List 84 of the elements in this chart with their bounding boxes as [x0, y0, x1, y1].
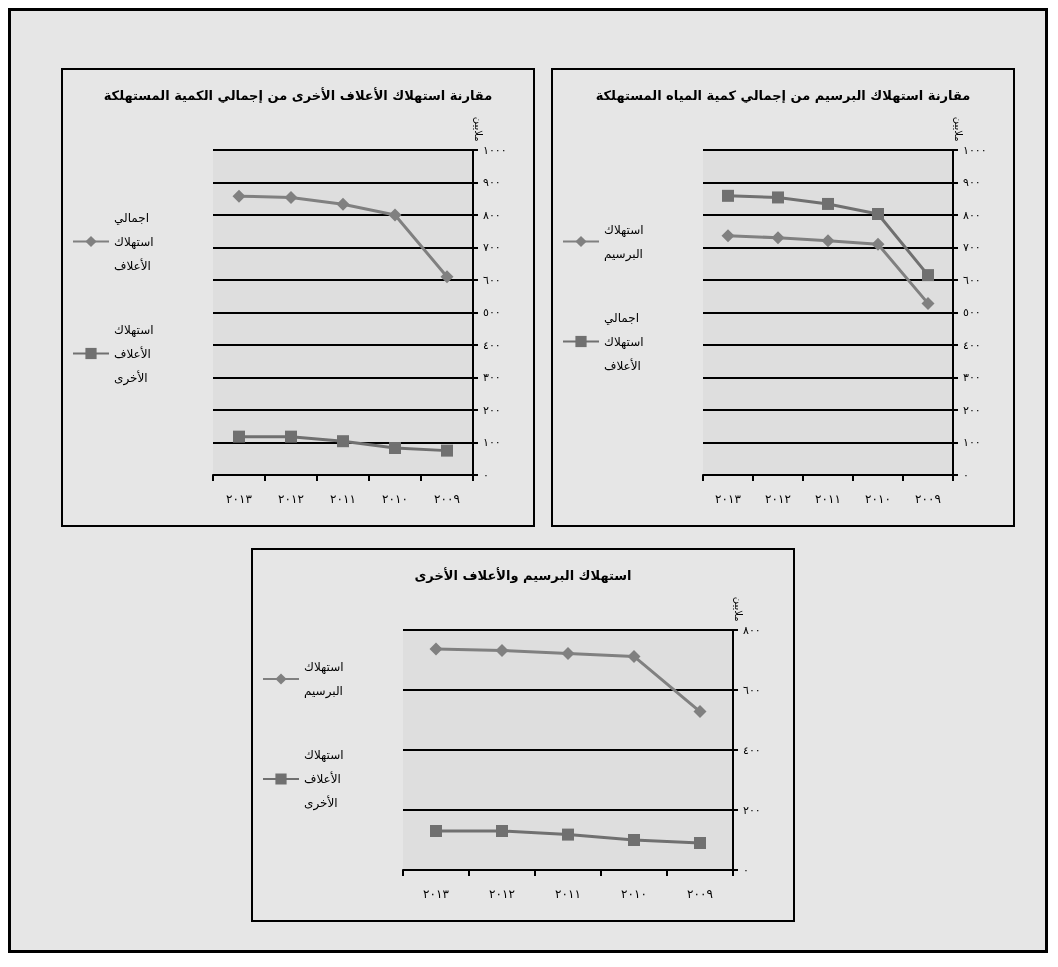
y-tick-label: ٢٠٠ [963, 403, 981, 417]
x-tick-label: ٢٠١٠ [865, 492, 891, 506]
legend-label: اجمالي استهلاك الأعلاف [604, 310, 648, 373]
point [772, 191, 784, 204]
point [388, 208, 402, 222]
point [693, 705, 707, 719]
y-tick-label: ٠ [963, 468, 969, 482]
point [771, 231, 785, 245]
legend-label: استهلاك البرسيم [304, 660, 352, 699]
point [496, 825, 508, 837]
legend-label: استهلاك البرسيم [604, 222, 652, 262]
point [232, 189, 246, 203]
point [721, 229, 735, 243]
y-tick-label: ٢٠٠ [483, 403, 501, 417]
x-tick-label: ٢٠٠٩ [687, 887, 713, 901]
point [429, 642, 443, 656]
x-tick-label: ٢٠٠٩ [434, 492, 460, 506]
y-tick-label: ٥٠٠ [963, 306, 981, 319]
y-tick-label: ٦٠٠ [483, 273, 501, 287]
y-tick-label: ١٠٠ [963, 436, 981, 449]
point [871, 237, 885, 251]
x-tick-label: ٢٠١٢ [278, 492, 304, 506]
x-tick-label: ٢٠١٢ [765, 492, 791, 506]
y-tick-label: ٦٠٠ [963, 273, 981, 287]
y-tick-label: ٣٠٠ [483, 371, 501, 384]
x-tick-label: ٢٠١١ [330, 492, 356, 506]
legend-label: استهلاك الأعلاف الأخرى [114, 322, 158, 386]
y-tick-label: ٤٠٠ [483, 338, 501, 352]
point [627, 649, 641, 663]
y-tick-label: ٩٠٠ [483, 176, 501, 189]
x-tick-label: ٢٠١٣ [226, 492, 253, 506]
x-tick-label: ٢٠٠٩ [915, 492, 941, 506]
y-tick-label: ٤٠٠ [743, 743, 761, 757]
point [284, 190, 298, 204]
x-tick-label: ٢٠١١ [555, 887, 581, 901]
y-tick-label: ٧٠٠ [963, 241, 981, 254]
point [922, 269, 934, 282]
chart-title: استهلاك البرسيم والأعلاف الأخرى [414, 567, 632, 583]
y-tick-label: ٨٠٠ [743, 623, 761, 637]
point [495, 643, 509, 657]
chart-title: مقارنة استهلاك البرسيم من إجمالي كمية المياه المستهلكة [595, 88, 971, 103]
y-axis-title: ملايين [732, 596, 744, 622]
point [233, 430, 245, 443]
point [822, 197, 834, 210]
y-tick-label: ٦٠٠ [743, 683, 761, 697]
chart-title: مقارنة استهلاك الأعلاف الأخرى من إجمالي الكمية المستهلكة [103, 87, 493, 103]
y-tick-label: ٠ [483, 468, 489, 482]
point [441, 444, 453, 457]
y-tick-label: ٢٠٠ [743, 803, 761, 817]
y-tick-label: ٧٠٠ [483, 241, 501, 254]
y-tick-label: ٠ [743, 863, 749, 877]
point [921, 296, 935, 310]
legend-label: استهلاك الأعلاف الأخرى [304, 748, 348, 811]
y-tick-label: ٨٠٠ [483, 208, 501, 222]
legend-label: اجمالي استهلاك الأعلاف [114, 210, 158, 273]
y-axis-title: ملايين [472, 116, 484, 142]
point [694, 837, 706, 849]
x-tick-label: ٢٠١٠ [382, 492, 408, 506]
y-tick-label: ٨٠٠ [963, 208, 981, 222]
x-tick-label: ٢٠١٣ [715, 492, 742, 506]
point [430, 825, 442, 837]
y-tick-label: ٣٠٠ [963, 371, 981, 384]
point [389, 442, 401, 455]
point [337, 435, 349, 448]
y-tick-label: ١٠٠٠ [963, 143, 987, 157]
point [821, 234, 835, 248]
y-tick-label: ٥٠٠ [483, 306, 501, 319]
x-tick-label: ٢٠١٣ [423, 887, 450, 901]
point [562, 828, 574, 841]
y-tick-label: ٤٠٠ [963, 338, 981, 352]
point [336, 197, 350, 211]
point [285, 430, 297, 443]
point [872, 208, 884, 221]
point [561, 646, 575, 660]
y-tick-label: ١٠٠ [483, 436, 501, 449]
x-tick-label: ٢٠١١ [815, 492, 841, 506]
point [440, 270, 454, 284]
y-tick-label: ٩٠٠ [963, 176, 981, 189]
point [722, 189, 734, 202]
y-tick-label: ١٠٠٠ [483, 143, 507, 157]
x-tick-label: ٢٠١٠ [621, 887, 647, 901]
x-tick-label: ٢٠١٢ [489, 887, 515, 901]
y-axis-title: ملايين [952, 116, 964, 142]
point [628, 834, 640, 846]
